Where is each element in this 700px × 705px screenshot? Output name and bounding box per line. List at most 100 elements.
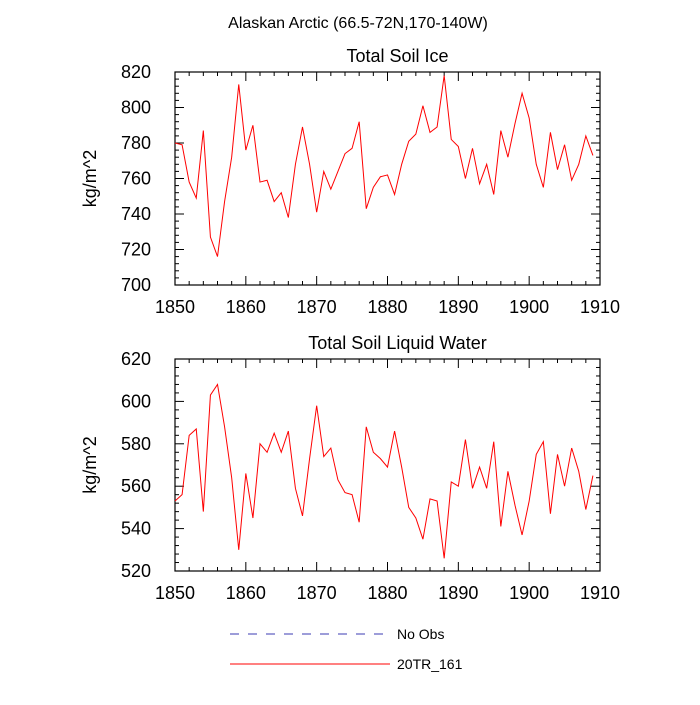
data-point — [493, 441, 494, 442]
data-point — [274, 433, 275, 434]
data-point — [210, 394, 211, 395]
data-point — [514, 123, 515, 124]
data-point — [217, 256, 218, 257]
series-line-20TR_161 — [174, 383, 594, 559]
data-point — [344, 153, 345, 154]
x-tick-label: 1870 — [297, 583, 337, 603]
data-point — [408, 507, 409, 508]
data-point — [557, 454, 558, 455]
x-tick-label: 1850 — [155, 583, 195, 603]
y-tick-label: 700 — [121, 275, 151, 295]
data-point — [564, 144, 565, 145]
x-tick-label: 1910 — [580, 583, 620, 603]
data-point — [231, 157, 232, 158]
figure-suptitle: Alaskan Arctic (66.5-72N,170-140W) — [228, 15, 488, 32]
y-axis-label: kg/m^2 — [80, 150, 100, 207]
data-point — [245, 473, 246, 474]
data-point — [373, 187, 374, 188]
y-tick-label: 600 — [121, 391, 151, 411]
data-point — [288, 217, 289, 218]
data-point — [174, 500, 175, 501]
data-point — [500, 130, 501, 131]
data-point — [401, 467, 402, 468]
data-point — [210, 236, 211, 237]
data-point — [458, 486, 459, 487]
data-point — [245, 150, 246, 151]
chart-panels: Total Soil Ice 1850 1860 1870 1880 1890 1900 19… — [80, 46, 620, 603]
data-point — [196, 197, 197, 198]
data-point — [259, 443, 260, 444]
data-point — [380, 176, 381, 177]
data-point — [181, 144, 182, 145]
data-point — [266, 452, 267, 453]
x-tick-label: 1880 — [367, 297, 407, 317]
x-tick-label: 1860 — [226, 583, 266, 603]
x-tick-label: 1880 — [367, 583, 407, 603]
data-point — [578, 164, 579, 165]
data-point — [458, 146, 459, 147]
y-tick-label: 520 — [121, 561, 151, 581]
data-point — [295, 164, 296, 165]
data-point — [585, 509, 586, 510]
data-point — [472, 488, 473, 489]
data-point — [401, 164, 402, 165]
data-point — [238, 549, 239, 550]
data-point — [585, 135, 586, 136]
data-point — [536, 164, 537, 165]
data-point — [564, 486, 565, 487]
data-point — [302, 515, 303, 516]
data-point — [330, 189, 331, 190]
data-point — [309, 164, 310, 165]
data-point — [550, 132, 551, 133]
data-point — [295, 488, 296, 489]
chart-title: Total Soil Liquid Water — [308, 333, 486, 353]
data-point — [203, 511, 204, 512]
data-point — [444, 558, 445, 559]
y-tick-label: 580 — [121, 434, 151, 454]
data-point — [224, 201, 225, 202]
legend-label: No Obs — [397, 626, 444, 642]
data-point — [507, 157, 508, 158]
x-tick-label: 1870 — [297, 297, 337, 317]
data-point — [366, 426, 367, 427]
data-point — [238, 84, 239, 85]
data-point — [500, 526, 501, 527]
data-point — [422, 105, 423, 106]
data-point — [444, 75, 445, 76]
data-point — [373, 452, 374, 453]
data-point — [252, 517, 253, 518]
legend-label: 20TR_161 — [397, 656, 463, 672]
data-point — [189, 181, 190, 182]
y-tick-label: 540 — [121, 519, 151, 539]
data-point — [451, 481, 452, 482]
data-point — [344, 492, 345, 493]
x-tick-label: 1890 — [438, 583, 478, 603]
chart-panel-1: Total Soil Ice 1850 1860 1870 1880 1890 1900 19… — [80, 46, 620, 317]
data-point — [224, 426, 225, 427]
x-tick-label: 1910 — [580, 297, 620, 317]
data-point — [514, 505, 515, 506]
data-point — [486, 164, 487, 165]
data-point — [451, 139, 452, 140]
data-point — [252, 125, 253, 126]
data-point — [196, 428, 197, 429]
x-tick-label: 1900 — [509, 297, 549, 317]
data-point — [394, 430, 395, 431]
data-point — [543, 441, 544, 442]
legend: No Obs 20TR_161 — [230, 626, 463, 672]
plot-frame — [174, 71, 601, 286]
data-point — [436, 126, 437, 127]
data-point — [422, 539, 423, 540]
data-point — [529, 500, 530, 501]
data-point — [288, 430, 289, 431]
data-point — [337, 171, 338, 172]
data-point — [571, 180, 572, 181]
data-point — [429, 498, 430, 499]
data-point — [394, 194, 395, 195]
x-tick-label: 1860 — [226, 297, 266, 317]
data-point — [479, 467, 480, 468]
data-point — [479, 183, 480, 184]
y-tick-label: 780 — [121, 133, 151, 153]
